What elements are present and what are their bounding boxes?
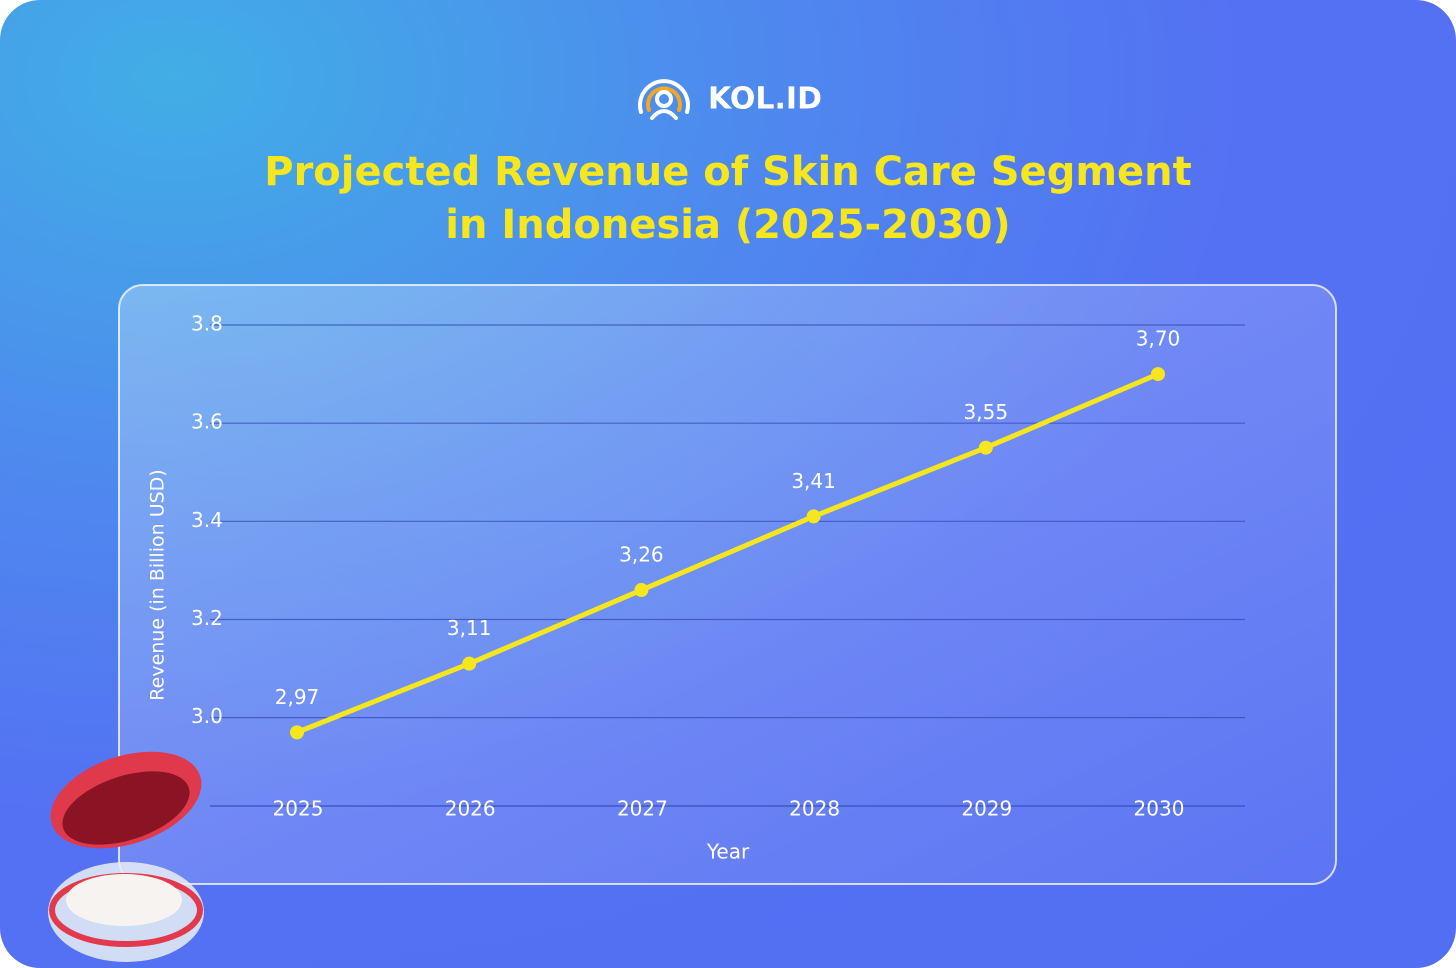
data-point	[978, 440, 993, 455]
data-label: 3,26	[619, 543, 664, 567]
x-tick-label: 2028	[789, 797, 840, 821]
y-tick-label: 3.6	[191, 410, 223, 434]
series-line	[296, 371, 1159, 735]
x-axis-label: Year	[706, 840, 750, 864]
x-tick-label: 2026	[445, 797, 496, 821]
x-tick-label: 2025	[273, 797, 324, 821]
y-tick-label: 3.0	[191, 704, 223, 728]
decoration-jar	[48, 751, 204, 962]
data-label: 3,41	[791, 469, 836, 493]
logo-text: KOL.ID	[708, 82, 822, 117]
x-tick-label: 2030	[1134, 797, 1185, 821]
y-tick-label: 3.2	[191, 606, 223, 630]
x-tick-label: 2027	[617, 797, 668, 821]
y-axis-label: Revenue (in Billion USD)	[147, 469, 169, 700]
data-label: 3,11	[447, 616, 492, 640]
data-label: 3,70	[1136, 327, 1181, 351]
data-point	[290, 725, 304, 740]
y-tick-label: 3.4	[191, 508, 223, 532]
title-line: Projected Revenue of Skin Care Segment	[264, 149, 1192, 195]
data-point	[462, 656, 477, 671]
logo-icon	[638, 79, 690, 120]
data-point	[1151, 367, 1165, 382]
data-label: 2,97	[275, 685, 320, 709]
data-point	[634, 583, 649, 598]
plot-panel	[118, 284, 1337, 885]
y-tick-label: 3.8	[191, 312, 223, 336]
title-line: in Indonesia (2025-2030)	[445, 202, 1011, 248]
chart-title: Projected Revenue of Skin Care Segment i…	[228, 146, 1228, 252]
x-tick-label: 2029	[961, 797, 1012, 821]
data-label: 3,55	[964, 400, 1009, 424]
data-point	[806, 509, 821, 524]
